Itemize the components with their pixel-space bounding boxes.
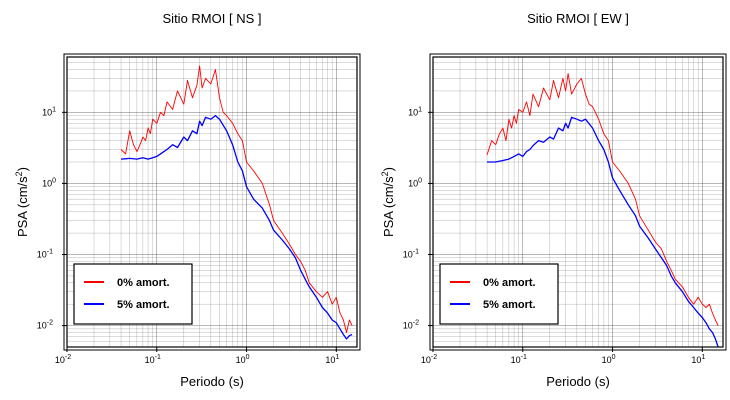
chart-title: Sitio RMOI [ NS ] (163, 11, 262, 26)
legend-label: 0% amort. (483, 277, 536, 289)
series-line (486, 73, 719, 326)
y-tick-label: 101 (42, 106, 56, 117)
x-axis-label: Periodo (s) (546, 374, 610, 389)
x-axis-label: Periodo (s) (180, 374, 244, 389)
series-line (120, 65, 353, 333)
y-tick-label: 10-1 (37, 249, 53, 260)
legend-label: 5% amort. (483, 299, 536, 311)
x-tick-label: 10-2 (55, 354, 71, 365)
y-tick-label: 10-2 (37, 320, 53, 331)
y-tick-label: 101 (408, 106, 422, 117)
tick-labels: 10-2 10-1 100 101 10-2 10-1 100 101 (37, 106, 340, 365)
series-line (487, 116, 719, 348)
plot-frame-outer (63, 53, 361, 351)
legend-box (439, 263, 559, 325)
frame (63, 53, 361, 351)
chart-title: Sitio RMOI [ EW ] (527, 11, 629, 26)
plot-frame (432, 56, 724, 348)
x-tick-label: 100 (236, 354, 250, 365)
legend: 0% amort. 5% amort. (439, 263, 559, 325)
y-tick-label: 100 (408, 177, 422, 188)
y-axis-label: PSA (cm/s2) (14, 167, 30, 237)
plot-frame (66, 56, 358, 348)
chart-ew: Sitio RMOI [ EW ] Periodo (s) PSA (cm/s2… (380, 11, 727, 389)
series-lines (486, 73, 719, 348)
grid (432, 56, 723, 348)
x-tick-label: 10-1 (511, 354, 527, 365)
y-tick-label: 10-2 (403, 320, 419, 331)
tick-labels: 10-2 10-1 100 101 10-2 10-1 100 101 (403, 106, 706, 365)
legend-box (73, 263, 193, 325)
y-tick-label: 10-1 (403, 249, 419, 260)
y-tick-label: 100 (42, 177, 56, 188)
frame (429, 53, 727, 351)
x-tick-label: 10-1 (145, 354, 161, 365)
plot-frame-outer (429, 53, 727, 351)
legend-label: 0% amort. (117, 277, 170, 289)
x-tick-label: 101 (325, 354, 339, 365)
legend-label: 5% amort. (117, 299, 170, 311)
y-axis-label: PSA (cm/s2) (380, 167, 396, 237)
series-line (120, 114, 353, 340)
x-tick-label: 100 (602, 354, 616, 365)
x-tick-label: 101 (691, 354, 705, 365)
chart-ns: Sitio RMOI [ NS ] Periodo (s) PSA (cm/s2… (14, 11, 361, 389)
x-tick-label: 10-2 (421, 354, 437, 365)
legend: 0% amort. 5% amort. (73, 263, 193, 325)
series-lines (120, 65, 353, 340)
